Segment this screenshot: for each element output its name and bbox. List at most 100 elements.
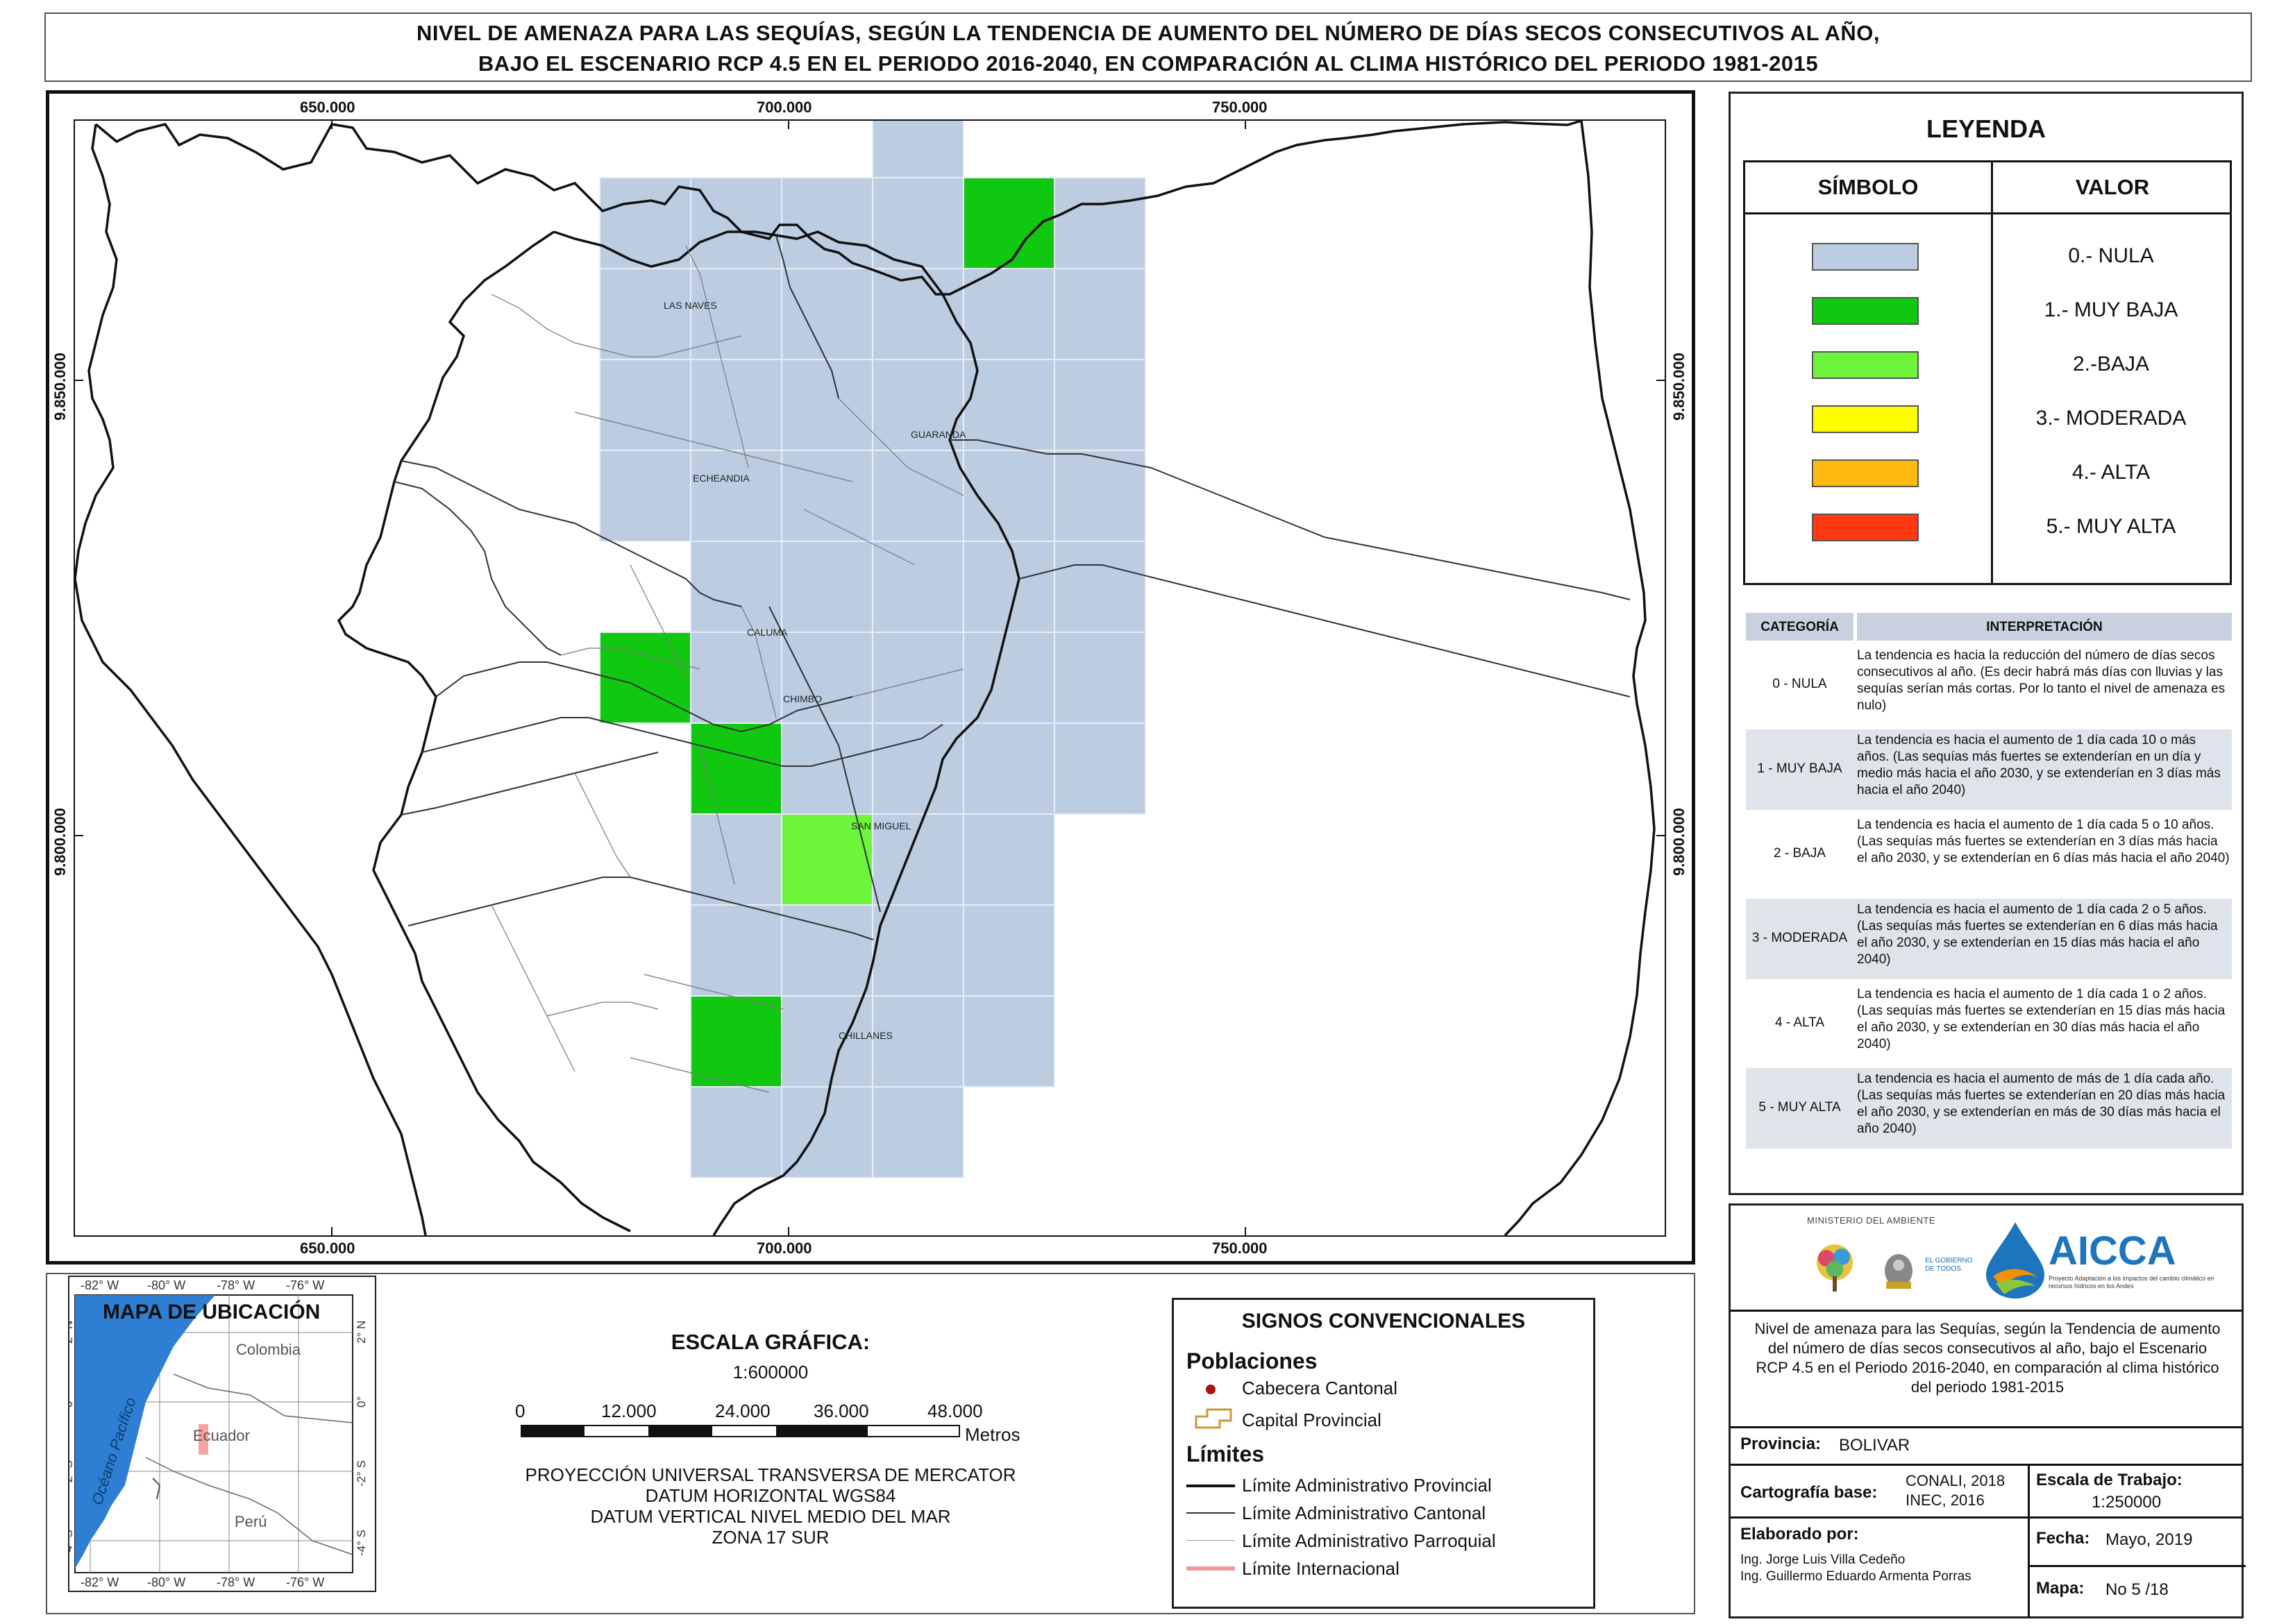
cartografia-value-1: CONALI, 2018 xyxy=(1906,1472,2006,1489)
grid-cell-nula xyxy=(963,722,1055,815)
locator-top-tick-3: -78° W xyxy=(217,1278,255,1292)
scale-unit: Metros xyxy=(965,1424,1020,1445)
grid-cell-nula xyxy=(1054,177,1146,269)
locator-side-tick-r3: -2° S xyxy=(355,1460,368,1487)
legend-value-3: 3.- MODERADA xyxy=(2035,407,2187,430)
legend-value-2: 2.-BAJA xyxy=(2072,353,2150,375)
map-title-line-2: BAJO EL ESCENARIO RCP 4.5 EN EL PERIODO … xyxy=(478,51,1819,76)
conventional-signs-box: SIGNOS CONVENCIONALES Poblaciones Cabece… xyxy=(1172,1298,1595,1609)
legend-swatch-3 xyxy=(1812,405,1919,433)
place-las-naves: LAS NAVES xyxy=(664,300,717,311)
legend-header-divider xyxy=(1745,212,2230,214)
grid-cell-nula xyxy=(781,632,873,724)
interpretation-category: 2 - BAJA xyxy=(1774,846,1826,861)
locator-top-tick-4: -76° W xyxy=(286,1278,324,1292)
locator-side-tick-r1: 2° N xyxy=(355,1321,368,1344)
grid-cell-nula xyxy=(1054,632,1146,724)
bolivar-boundary xyxy=(553,230,1020,1235)
legend-swatch-1 xyxy=(1812,297,1919,325)
y-tick-left-9850000: 9.850.000 xyxy=(51,353,69,421)
map-canvas: LAS NAVES GUARANDA ECHEANDIA CALUMA CHIM… xyxy=(75,121,1665,1235)
legend-value-header: VALOR xyxy=(2075,175,2150,199)
locator-side-tick-3: -2° S xyxy=(69,1460,75,1487)
info-divider-1 xyxy=(1731,1310,2242,1312)
info-panel: MINISTERIO DEL AMBIENTE EL GOBIERNO DE T… xyxy=(1729,1203,2246,1618)
map-title-line-1: NIVEL DE AMENAZA PARA LAS SEQUÍAS, SEGÚN… xyxy=(416,21,1881,45)
x-tick-bottom-700000: 700.000 xyxy=(757,1240,812,1257)
grid-cell-muy-baja xyxy=(599,632,691,724)
grid-cell-nula xyxy=(690,904,782,997)
escala-trabajo-value: 1:250000 xyxy=(2092,1493,2162,1512)
grid-cell-nula xyxy=(781,541,873,633)
locator-colombia: Colombia xyxy=(236,1341,301,1358)
cartografia-value-2: INEC, 2016 xyxy=(1906,1491,1985,1509)
grid-cell-nula xyxy=(963,813,1055,906)
mapa-value: No 5 /18 xyxy=(2105,1580,2169,1599)
mapa-label: Mapa: xyxy=(2036,1579,2085,1598)
signs-lim-prov: Límite Administrativo Provincial xyxy=(1242,1475,1492,1496)
interpretation-category: 0 - NULA xyxy=(1772,677,1827,691)
signs-limites: Límites xyxy=(1186,1441,1265,1466)
cabecera-cantonal-icon xyxy=(1206,1385,1216,1394)
interpretation-text: La tendencia es hacia el aumento de 1 dí… xyxy=(1857,818,2230,865)
category-header-bg xyxy=(1746,613,1853,641)
place-caluma: CALUMA xyxy=(747,627,788,638)
parish-limit-symbol xyxy=(1186,1540,1235,1541)
locator-top-tick-1: -82° W xyxy=(81,1278,119,1292)
fecha-label: Fecha: xyxy=(2036,1529,2090,1548)
grid-cell-nula xyxy=(599,268,691,360)
bolivar-west-boundary xyxy=(337,230,631,1233)
interpretation-header: INTERPRETACIÓN xyxy=(1986,620,2103,634)
grid-cell-nula xyxy=(599,359,691,451)
interpretation-text: La tendencia es hacia el aumento de 1 dí… xyxy=(1857,987,2226,1051)
ministerio-logo-text: MINISTERIO DEL AMBIENTE xyxy=(1807,1215,1936,1226)
grid-cell-nula xyxy=(872,177,964,269)
signs-poblaciones: Poblaciones xyxy=(1186,1348,1318,1373)
signs-lim-cant: Límite Administrativo Cantonal xyxy=(1242,1503,1486,1523)
bolivar-highlight xyxy=(199,1424,208,1455)
grid-cell-nula xyxy=(690,1086,782,1178)
place-chillanes: CHILLANES xyxy=(839,1030,893,1041)
locator-side-tick-2: 0° xyxy=(69,1396,75,1407)
grid-cell-nula xyxy=(963,995,1055,1088)
cantonal-boundaries xyxy=(394,235,1631,940)
interpretation-row: 1 - MUY BAJA La tendencia es hacia el aum… xyxy=(1746,729,2232,810)
legend-title: LEYENDA xyxy=(1926,115,2046,143)
locator-ecuador: Ecuador xyxy=(193,1427,250,1444)
y-tick-right-9800000: 9.800.000 xyxy=(1670,808,1688,876)
grid-cell-nula xyxy=(781,268,873,360)
provincial-boundary xyxy=(94,121,1656,1235)
scale-bar xyxy=(521,1425,960,1437)
international-limit-symbol xyxy=(1186,1566,1235,1571)
aicca-logo-text: AICCA xyxy=(2049,1228,2176,1274)
capital-provincial-icon xyxy=(1195,1408,1232,1429)
elaborado-name-2: Ing. Guillermo Eduardo Armenta Porras xyxy=(1740,1569,1972,1584)
aicca-subtitle: Proyecto Adaptación a los impactos del c… xyxy=(2049,1275,2214,1289)
grid-cell-nula xyxy=(599,177,691,269)
x-tick-top-700000: 700.000 xyxy=(757,99,812,116)
legend-panel: LEYENDA SÍMBOLO VALOR 0.- NULA 1.- MUY BA… xyxy=(1729,92,2244,1195)
interpretation-row: 4 - ALTA La tendencia es hacia el aumento… xyxy=(1746,983,2232,1064)
interp-header-bg xyxy=(1857,613,2232,641)
gobierno-logo-text: EL GOBIERNO DE TODOS xyxy=(1925,1257,1973,1273)
interpretation-category: 5 - MUY ALTA xyxy=(1758,1100,1841,1115)
grid-cell-nula xyxy=(963,904,1055,997)
signs-lim-parr: Límite Administrativo Parroquial xyxy=(1242,1530,1496,1551)
scale-tick: 36.000 xyxy=(814,1401,869,1421)
info-divider-4 xyxy=(1731,1516,2242,1519)
locator-side-tick-r2: 0° xyxy=(355,1396,368,1407)
x-tick-bottom-650000: 650.000 xyxy=(300,1240,355,1257)
place-echeandia: ECHEANDIA xyxy=(693,473,750,484)
grid-cell-nula xyxy=(781,177,873,269)
grid-cell-nula xyxy=(872,995,964,1088)
place-san-miguel: SAN MIGUEL xyxy=(851,820,911,831)
provincial-limit-symbol xyxy=(1186,1485,1235,1487)
grid-cell-nula xyxy=(872,359,964,451)
grid-cell-nula xyxy=(690,813,782,906)
grid-cell-nula xyxy=(872,722,964,815)
hazard-grid xyxy=(599,121,1146,1178)
locator-side-tick-r4: -4° S xyxy=(355,1530,368,1556)
signs-lim-int: Límite Internacional xyxy=(1242,1558,1399,1579)
locator-bottom-tick-1: -82° W xyxy=(81,1575,119,1589)
interpretation-row: 3 - MODERADA La tendencia es hacia el aum… xyxy=(1746,899,2232,979)
